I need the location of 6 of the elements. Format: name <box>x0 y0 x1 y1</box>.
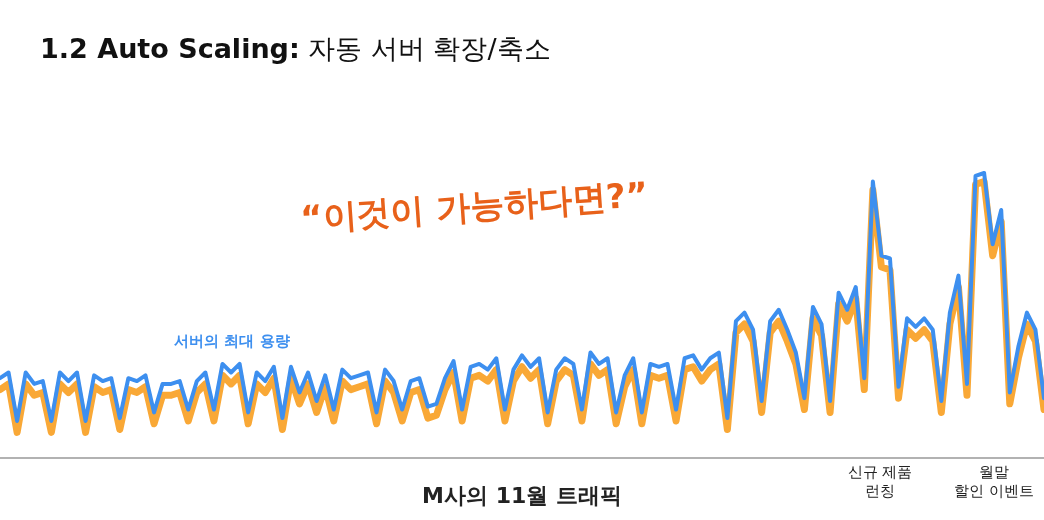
series-label: 서버의 최대 용량 <box>174 332 290 350</box>
text: 월말 할인 이벤트 <box>954 463 1034 500</box>
annotation: “이것이 가능하다면?” <box>299 173 650 239</box>
chart-title: 1.2 Auto Scaling: 자동 서버 확장/축소 <box>40 33 551 64</box>
text: 신규 제품 런칭 <box>847 463 913 500</box>
x-axis-title: M사의 11월 트래픽 <box>422 483 622 508</box>
